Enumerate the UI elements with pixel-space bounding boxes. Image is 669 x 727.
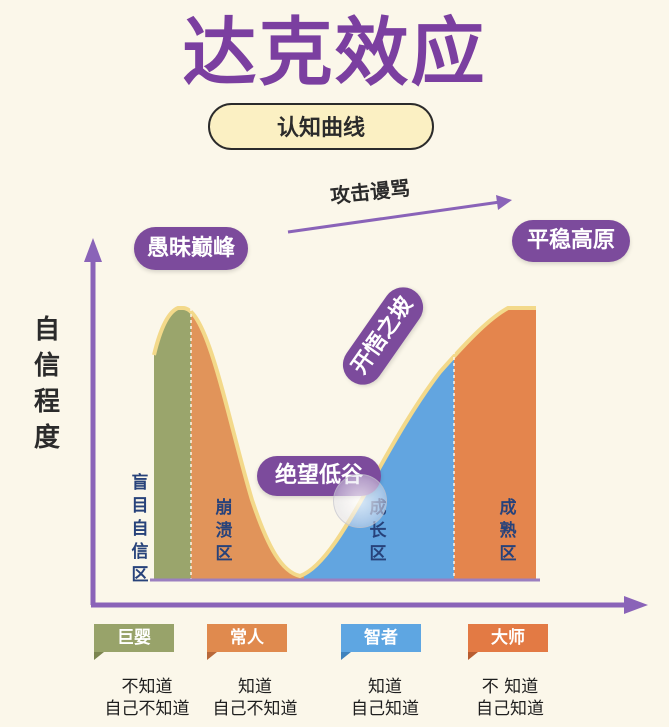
attack-arrow-head	[496, 195, 512, 210]
tag-notch	[468, 652, 478, 660]
y-axis-label: 自信程度	[33, 315, 60, 453]
attack-arrow-line	[287, 200, 501, 234]
desc-line-1: 不知道	[121, 677, 173, 697]
desc-line-1: 知道	[238, 677, 272, 697]
zone-label-blind: 盲目自信区	[131, 473, 149, 585]
desc-master: 不 知道 自己知道	[455, 676, 565, 720]
zone-label-mature: 成熟区	[499, 498, 517, 564]
tag-notch	[94, 652, 104, 660]
desc-ordinary: 知道 自己不知道	[200, 676, 310, 720]
tag-baby: 巨婴	[94, 624, 174, 652]
zone-fill-blind	[154, 308, 191, 579]
label-peak: 愚昧巅峰	[134, 227, 248, 270]
desc-line-2: 自己知道	[351, 699, 419, 719]
tag-wise: 智者	[341, 624, 421, 652]
desc-line-2: 自己不知道	[104, 699, 190, 719]
x-axis-arrowhead	[624, 596, 648, 614]
desc-line-2: 自己不知道	[212, 699, 298, 719]
cursor-circle	[333, 474, 387, 528]
curve-outline	[152, 306, 536, 579]
tag-notch	[207, 652, 217, 660]
tag-master: 大师	[468, 624, 548, 652]
desc-line-1: 知道	[368, 677, 402, 697]
page-title: 达克效应	[182, 10, 487, 96]
tag-notch	[341, 652, 351, 660]
desc-wise: 知道 自己知道	[330, 676, 440, 720]
subtitle-badge: 认知曲线	[208, 103, 434, 150]
zone-fill-mature	[454, 308, 536, 579]
tag-ordinary: 常人	[207, 624, 287, 652]
desc-baby: 不知道 自己不知道	[92, 676, 202, 720]
label-plateau: 平稳高原	[512, 220, 630, 262]
zone-fill-collapse	[191, 308, 304, 579]
y-axis-arrowhead	[84, 238, 102, 262]
zone-label-collapse: 崩溃区	[215, 498, 233, 564]
desc-line-2: 自己知道	[476, 699, 544, 719]
desc-line-1: 不 知道	[481, 677, 539, 697]
